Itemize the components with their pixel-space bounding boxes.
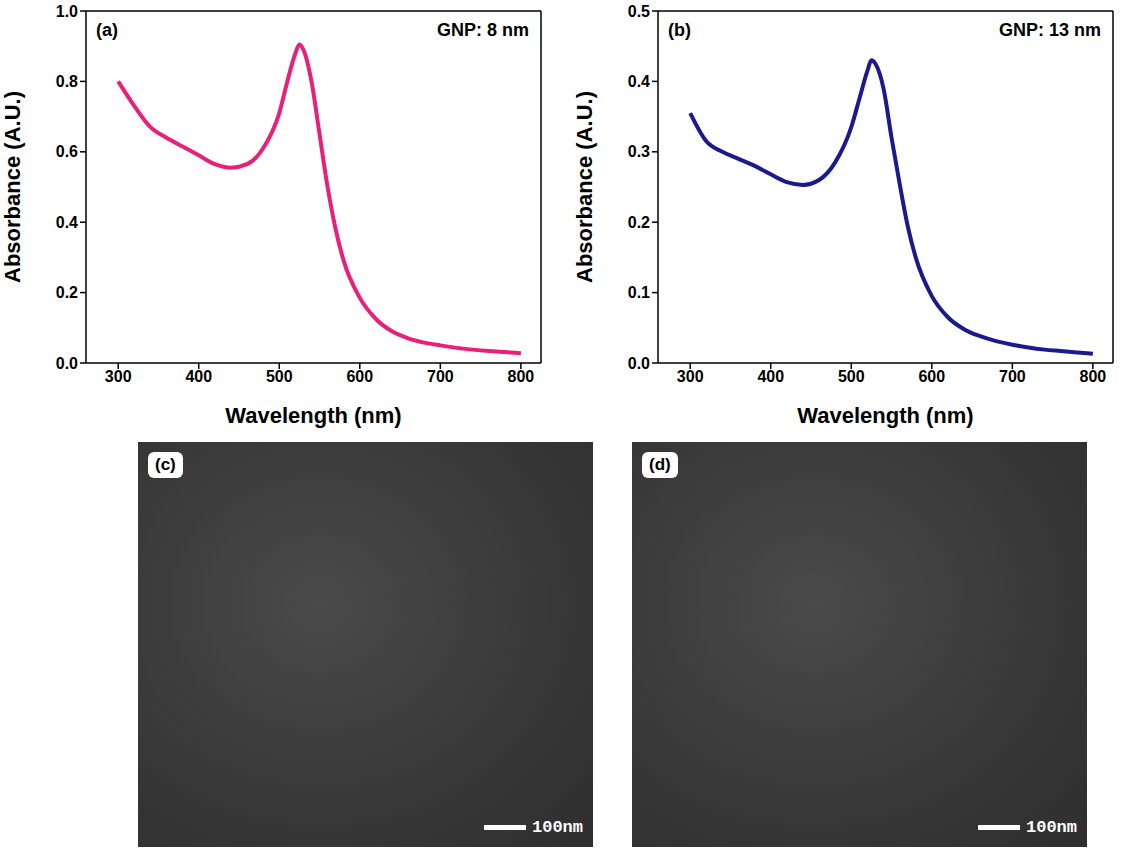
html-text:100nm: 100nm: [1026, 818, 1077, 837]
html-text:GNP: 13 nm: GNP: 13 nm: [999, 20, 1101, 40]
svg-text:800: 800: [1080, 368, 1107, 385]
html-text:(a): (a): [96, 20, 118, 40]
svg-text:0.2: 0.2: [628, 214, 650, 231]
svg-text:700: 700: [999, 368, 1026, 385]
svg-text:0.3: 0.3: [628, 143, 650, 160]
html-text:(c): (c): [155, 455, 176, 474]
svg-text:0.4: 0.4: [56, 214, 78, 231]
svg-text:800: 800: [508, 368, 535, 385]
svg-text:0.5: 0.5: [628, 3, 650, 20]
svg-text:Wavelength (nm): Wavelength (nm): [225, 403, 401, 428]
svg-text:600: 600: [346, 368, 373, 385]
html-text:(d): (d): [649, 455, 671, 474]
svg-text:700: 700: [427, 368, 454, 385]
svg-text:Absorbance (A.U.): Absorbance (A.U.): [0, 91, 25, 283]
html-text:(b): (b): [668, 20, 691, 40]
svg-text:300: 300: [105, 368, 132, 385]
svg-text:0.1: 0.1: [628, 284, 650, 301]
html-text:100nm: 100nm: [532, 818, 583, 837]
svg-text:400: 400: [185, 368, 212, 385]
svg-text:0.0: 0.0: [56, 355, 78, 372]
svg-text:300: 300: [677, 368, 704, 385]
svg-text:400: 400: [757, 368, 784, 385]
svg-text:0.8: 0.8: [56, 73, 78, 90]
svg-text:600: 600: [918, 368, 945, 385]
svg-text:0.2: 0.2: [56, 284, 78, 301]
svg-text:0.6: 0.6: [56, 143, 78, 160]
svg-text:1.0: 1.0: [56, 3, 78, 20]
svg-text:500: 500: [266, 368, 293, 385]
svg-text:0.4: 0.4: [628, 73, 650, 90]
svg-text:Wavelength (nm): Wavelength (nm): [797, 403, 973, 428]
html-text:GNP: 8 nm: GNP: 8 nm: [437, 20, 529, 40]
svg-text:0.0: 0.0: [628, 355, 650, 372]
svg-text:Absorbance (A.U.): Absorbance (A.U.): [572, 91, 597, 283]
svg-text:500: 500: [838, 368, 865, 385]
